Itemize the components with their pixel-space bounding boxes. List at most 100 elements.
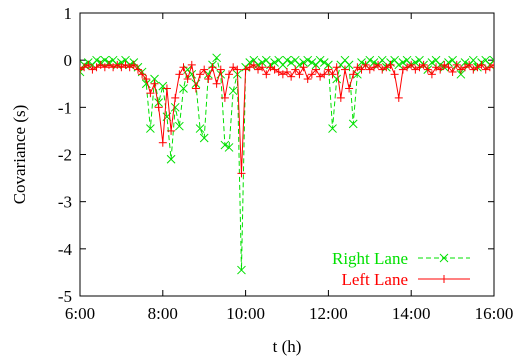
series-1-point-0 [80,65,84,74]
series-0-point-77 [394,60,404,70]
series-0-point-44 [257,58,267,67]
series-1-point-72 [374,60,383,69]
series-0-point-22 [166,154,176,164]
series-1-point-42 [249,60,258,69]
series-1-point-91 [452,60,461,69]
series-0-point-62 [332,74,342,84]
series-1-point-89 [444,63,453,72]
series-1-point-70 [365,65,374,74]
series-1-point-35 [220,93,229,102]
series-0-point-58 [315,55,325,65]
series-1-point-27 [187,60,196,69]
series-1-point-95 [469,65,478,74]
series-0-point-66 [348,119,358,129]
series-1-point-33 [212,79,221,88]
y-tick-label-0: 1 [64,4,73,23]
series-1-point-99 [485,63,494,72]
series-1-point-32 [208,63,217,72]
series-1 [80,60,494,178]
series-1-point-92 [456,65,465,74]
series-1-point-97 [477,60,486,69]
series-1-point-79 [403,63,412,72]
series-1-point-3 [88,65,97,74]
series-0-point-19 [154,98,164,107]
x-tick-label-0: 6:00 [65,304,95,323]
series-1-point-4 [92,63,101,72]
x-tick-label-2: 10:00 [226,304,265,323]
series-0-point-35 [220,140,230,150]
series-1-point-100 [490,60,494,69]
series-0-point-61 [328,124,337,133]
y-tick-label-6: -5 [58,287,72,306]
series-1-point-59 [320,70,329,79]
series-0-point-23 [170,102,180,112]
series-1-point-20 [158,138,167,147]
series-1-point-57 [311,65,320,74]
series-1-point-25 [179,63,188,72]
x-tick-label-4: 14:00 [392,304,431,323]
series-0-point-25 [179,84,188,93]
series-0-point-51 [286,58,296,67]
series-1-point-74 [382,63,391,72]
y-tick-label-3: -2 [58,146,72,165]
series-0 [80,53,494,275]
series-line-1 [80,64,494,174]
series-1-point-56 [307,70,316,79]
series-0-point-54 [299,58,308,67]
series-1-point-29 [196,70,205,79]
x-axis-label: t (h) [273,337,302,356]
series-0-point-100 [489,55,494,65]
series-0-point-60 [324,60,333,70]
series-1-point-65 [345,84,354,93]
series-1-point-71 [369,63,378,72]
series-1-point-39 [237,169,246,178]
series-1-point-5 [96,60,105,69]
series-1-point-54 [299,63,308,72]
series-1-point-10 [117,63,126,72]
y-tick-label-2: -1 [58,98,72,117]
y-tick-label-1: 0 [64,51,73,70]
series-1-point-9 [113,60,122,69]
plot-frame [79,12,495,297]
series-1-point-7 [104,60,113,69]
series-1-point-55 [303,75,312,84]
series-1-point-53 [295,70,304,79]
series-1-point-22 [167,126,176,135]
series-1-point-12 [125,63,134,72]
legend-label-0: Right Lane [332,249,408,268]
series-0-point-30 [199,133,209,143]
series-0-point-33 [212,53,221,63]
series-1-point-43 [254,65,263,74]
series-1-point-78 [398,65,407,74]
series-1-point-64 [340,65,349,74]
series-1-point-40 [241,65,250,74]
series-0-point-6 [100,55,110,65]
series-0-point-56 [307,58,317,67]
series-1-point-85 [427,70,436,79]
series-0-point-73 [377,55,387,65]
series-1-point-24 [175,70,184,79]
series-1-point-83 [419,60,428,69]
y-tick-label-4: -3 [58,193,72,212]
series-0-point-18 [150,74,159,84]
legend-label-1: Left Lane [341,270,408,289]
series-0-point-55 [303,55,313,65]
series-1-point-45 [262,70,271,79]
series-1-point-11 [121,60,130,69]
series-1-point-17 [146,89,155,98]
series-1-point-88 [440,60,449,69]
series-1-point-61 [328,70,337,79]
series-0-point-50 [282,55,292,65]
series-1-point-46 [266,63,275,72]
series-1-point-15 [138,70,147,79]
series-1-point-80 [407,60,416,69]
series-1-point-44 [258,63,267,72]
series-0-point-17 [146,124,155,133]
series-1-point-87 [436,65,445,74]
series-0-point-85 [427,58,437,67]
series-1-point-68 [357,65,366,74]
series-1-point-60 [324,65,333,74]
legend-marker-1 [440,275,448,283]
series-1-point-84 [423,65,432,74]
